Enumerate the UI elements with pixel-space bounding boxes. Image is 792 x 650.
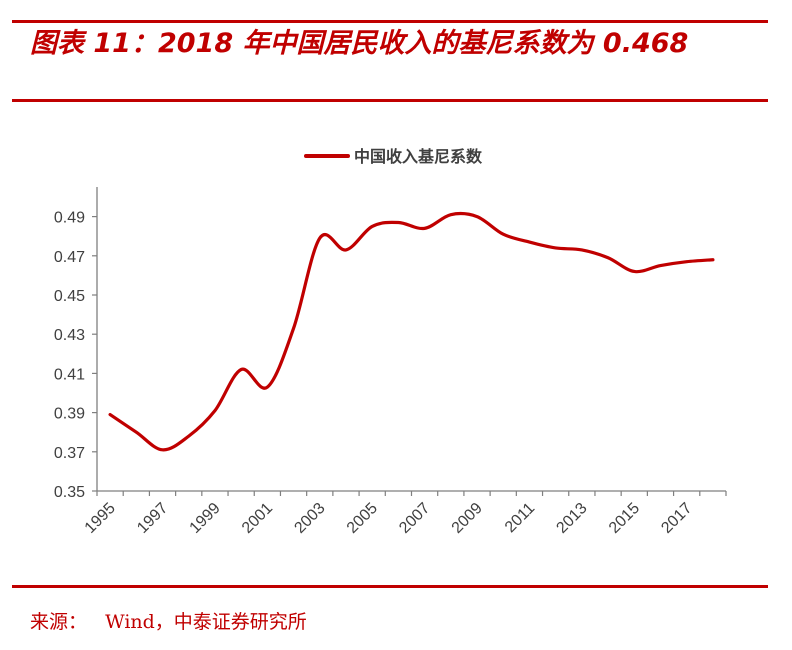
data-point (449, 213, 452, 216)
data-point (580, 248, 583, 251)
footer-rule (12, 585, 768, 588)
data-point (161, 448, 164, 451)
data-point (502, 233, 505, 236)
data-point (423, 227, 426, 230)
x-tick-label: 2013 (553, 500, 590, 537)
x-tick-label: 1995 (82, 500, 119, 537)
x-tick-label: 2015 (606, 500, 643, 537)
x-tick-label: 2011 (502, 500, 538, 536)
data-point (318, 237, 321, 240)
x-tick-label: 2005 (344, 500, 381, 537)
x-tick-label: 1999 (187, 500, 224, 537)
x-tick-label: 2007 (396, 500, 433, 537)
data-point (266, 386, 269, 389)
x-axis-ticks: 1995 1997 1999 2001 2003 2005 2007 2009 2011 2013… (82, 491, 727, 537)
series-line-gini (108, 211, 715, 452)
data-point (659, 264, 662, 267)
data-point (213, 409, 216, 412)
y-axis-ticks: 0.35 0.37 0.39 0.41 0.43 0.45 0.47 0.49 (54, 210, 97, 501)
data-point (685, 260, 688, 263)
data-point (187, 435, 190, 438)
y-tick-label: 0.39 (54, 406, 85, 423)
title-top-rule (12, 20, 768, 23)
y-tick-label: 0.49 (54, 210, 85, 227)
y-tick-label: 0.43 (54, 327, 85, 344)
x-tick-label: 2003 (291, 500, 328, 537)
data-point (371, 225, 374, 228)
figure-title: 图表 11：2018 年中国居民收入的基尼系数为 0.468 (30, 28, 689, 59)
x-tick-label: 2009 (449, 500, 486, 537)
chart-axes (96, 187, 726, 492)
legend-label: 中国收入基尼系数 (354, 147, 483, 166)
data-point (633, 270, 636, 273)
y-tick-label: 0.37 (54, 445, 85, 462)
chart-legend: 中国收入基尼系数 (304, 147, 483, 166)
source-note: 来源： Wind，中泰证券研究所 (30, 611, 307, 633)
x-tick-label: 2001 (239, 500, 276, 537)
series-points (109, 213, 715, 451)
y-tick-label: 0.47 (54, 249, 85, 266)
data-point (711, 258, 714, 261)
title-bottom-rule (12, 99, 768, 102)
y-tick-label: 0.35 (54, 484, 85, 501)
data-point (240, 368, 243, 371)
data-point (554, 246, 557, 249)
y-tick-label: 0.45 (54, 288, 85, 305)
gini-line-chart: 中国收入基尼系数 0.35 0.37 0.39 0.41 0.43 0.45 0.47 0.4… (54, 147, 727, 537)
x-tick-label: 2017 (658, 500, 695, 537)
x-tick-label: 1997 (134, 500, 171, 537)
data-point (344, 248, 347, 251)
data-point (528, 240, 531, 243)
data-point (292, 327, 295, 330)
data-point (135, 431, 138, 434)
data-point (475, 215, 478, 218)
data-point (606, 256, 609, 259)
data-point (109, 413, 112, 416)
data-point (397, 221, 400, 224)
y-tick-label: 0.41 (54, 366, 85, 383)
